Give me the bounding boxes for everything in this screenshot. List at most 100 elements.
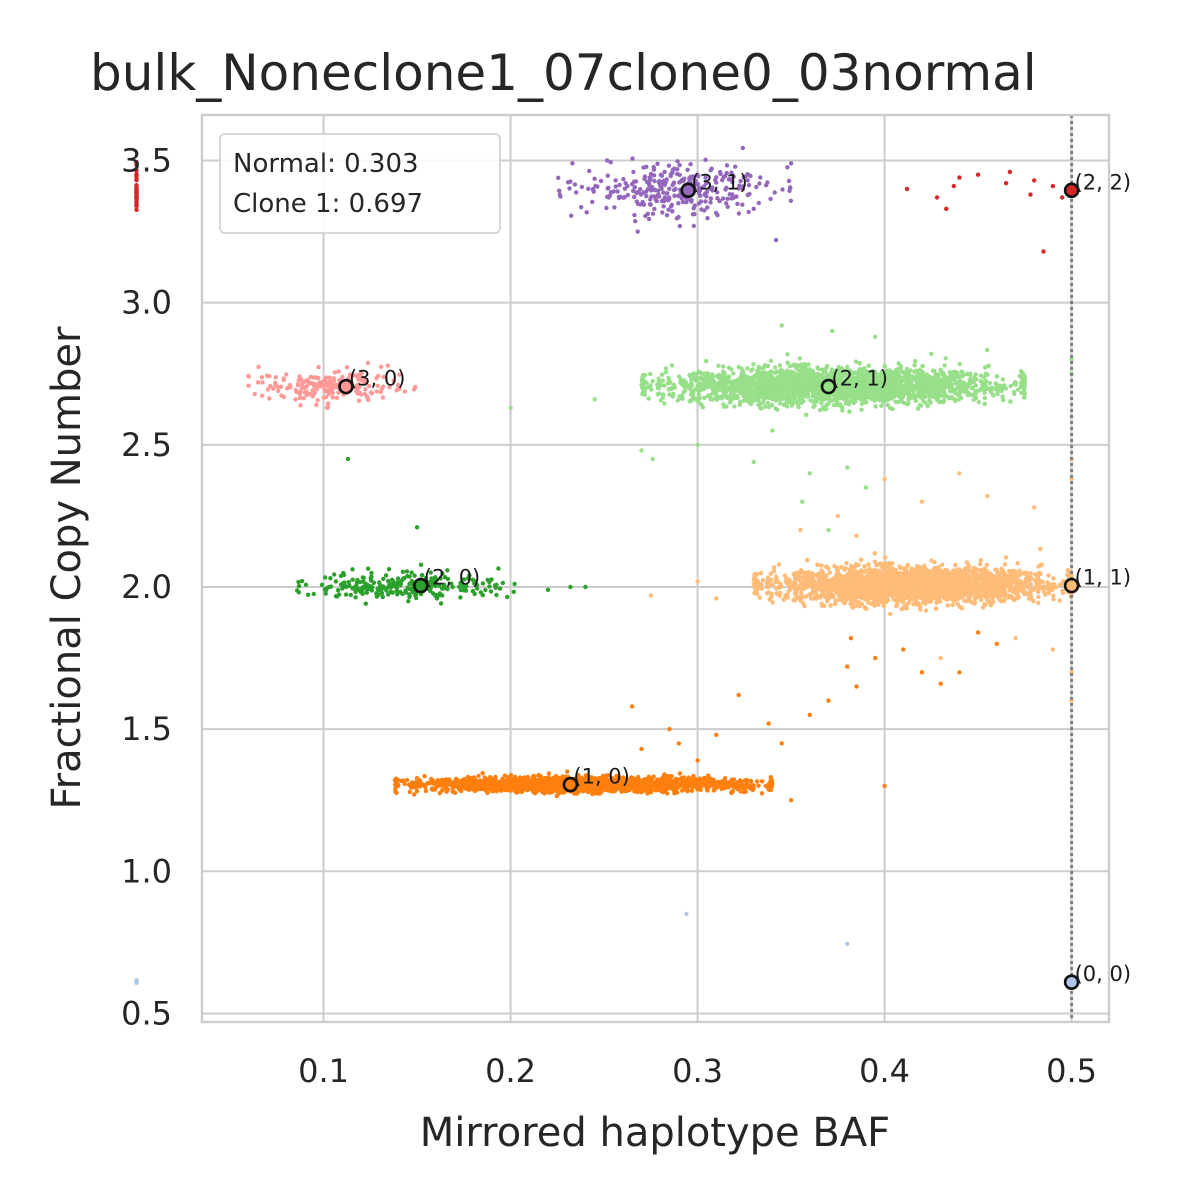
data-point xyxy=(1002,562,1008,567)
data-point xyxy=(677,771,683,776)
data-point xyxy=(984,562,989,568)
data-point xyxy=(677,784,682,789)
data-point xyxy=(485,790,490,796)
data-point xyxy=(844,561,849,566)
data-point xyxy=(881,603,887,609)
data-point xyxy=(444,777,449,782)
data-point xyxy=(1046,573,1051,578)
data-point xyxy=(1036,594,1041,600)
data-point xyxy=(756,783,761,788)
cluster-points xyxy=(648,456,1074,703)
data-point xyxy=(760,578,766,583)
data-point xyxy=(704,787,710,792)
data-point xyxy=(667,726,672,732)
data-point xyxy=(918,607,923,612)
data-point xyxy=(443,784,449,789)
data-point xyxy=(414,789,420,794)
data-point xyxy=(637,777,642,783)
data-point xyxy=(414,776,420,781)
data-point xyxy=(776,562,782,567)
data-point xyxy=(748,778,754,784)
data-point xyxy=(423,788,428,794)
data-point xyxy=(531,783,536,788)
data-point xyxy=(827,570,832,575)
data-point xyxy=(676,741,682,746)
data-point xyxy=(769,591,774,596)
data-point xyxy=(480,771,485,776)
data-point xyxy=(554,775,559,780)
data-point xyxy=(689,788,695,793)
data-point xyxy=(640,784,645,789)
data-point xyxy=(649,780,654,785)
data-point xyxy=(479,782,484,788)
data-point xyxy=(491,776,496,782)
data-point xyxy=(737,784,742,790)
data-point xyxy=(597,791,602,796)
data-point xyxy=(400,778,406,783)
data-point xyxy=(845,941,850,946)
data-point xyxy=(1036,600,1041,605)
data-point xyxy=(900,599,906,605)
data-point xyxy=(409,780,415,785)
data-point xyxy=(955,601,961,607)
data-point xyxy=(662,772,667,777)
data-point xyxy=(532,791,538,796)
data-point xyxy=(766,786,771,791)
data-point xyxy=(901,647,906,652)
data-point xyxy=(445,787,450,792)
data-point xyxy=(546,771,552,776)
data-point xyxy=(666,777,671,783)
data-point xyxy=(669,785,674,790)
data-point xyxy=(430,780,436,785)
data-point xyxy=(693,778,699,784)
data-point xyxy=(656,778,661,783)
data-point xyxy=(742,778,748,783)
data-point xyxy=(565,769,570,774)
data-point xyxy=(666,773,671,779)
data-point xyxy=(655,785,661,790)
data-point xyxy=(588,789,593,794)
data-point xyxy=(975,630,981,635)
data-point xyxy=(695,787,700,792)
data-point xyxy=(499,779,504,784)
data-point xyxy=(751,783,756,788)
data-point xyxy=(978,558,983,563)
data-point xyxy=(635,789,640,795)
data-point xyxy=(494,784,499,789)
data-point xyxy=(483,782,488,788)
data-point xyxy=(471,787,477,792)
data-point xyxy=(404,777,410,783)
data-point xyxy=(464,782,470,787)
data-point xyxy=(923,608,929,613)
data-point xyxy=(422,774,427,779)
data-point xyxy=(854,684,859,689)
data-point xyxy=(792,591,798,596)
data-point xyxy=(807,712,812,718)
data-points xyxy=(134,145,1074,985)
data-point xyxy=(919,670,925,675)
data-point xyxy=(430,786,435,791)
data-point xyxy=(542,784,547,790)
cluster-points xyxy=(392,630,999,803)
data-point xyxy=(1051,593,1056,598)
data-point xyxy=(766,721,771,726)
data-point xyxy=(474,778,479,783)
data-point xyxy=(550,782,555,787)
data-point xyxy=(704,778,709,783)
data-point xyxy=(556,780,561,785)
data-point xyxy=(1017,568,1022,573)
data-point xyxy=(547,788,552,793)
data-point xyxy=(486,779,492,785)
data-point xyxy=(535,782,540,788)
data-point xyxy=(514,790,519,795)
data-point xyxy=(500,783,506,789)
data-point xyxy=(394,782,399,787)
data-point xyxy=(451,789,456,794)
data-point xyxy=(675,790,680,795)
data-point xyxy=(548,776,554,782)
data-point xyxy=(578,788,583,793)
data-point xyxy=(782,573,788,578)
data-point xyxy=(516,780,521,785)
data-point xyxy=(681,784,687,789)
